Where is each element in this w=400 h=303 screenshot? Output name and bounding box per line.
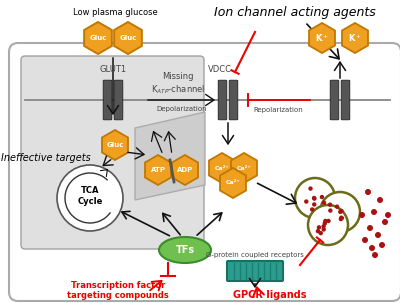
Polygon shape [231,153,257,183]
FancyBboxPatch shape [341,80,350,120]
Circle shape [316,229,320,233]
Circle shape [308,186,313,191]
Circle shape [322,221,327,226]
Circle shape [322,227,326,232]
Circle shape [362,237,368,243]
Text: Missing
K$_{ATP}$-channel: Missing K$_{ATP}$-channel [151,72,205,96]
Circle shape [312,202,316,207]
Circle shape [318,231,323,235]
Circle shape [359,212,365,218]
FancyBboxPatch shape [114,80,123,120]
Circle shape [335,205,339,209]
Circle shape [371,209,377,215]
Text: Low plasma glucose: Low plasma glucose [73,8,157,17]
Text: ADP: ADP [177,167,193,173]
Circle shape [57,165,123,231]
Polygon shape [145,155,171,185]
Polygon shape [342,23,368,53]
Text: Gluc: Gluc [119,35,137,41]
Circle shape [385,212,391,218]
Text: TFs: TFs [176,245,194,255]
Circle shape [339,215,344,220]
Circle shape [328,208,332,213]
Text: Ca²⁺: Ca²⁺ [226,181,240,185]
Circle shape [375,232,381,238]
Text: Ca²⁺: Ca²⁺ [237,165,251,171]
FancyBboxPatch shape [227,261,283,281]
Polygon shape [209,153,235,183]
Circle shape [382,219,388,225]
Polygon shape [114,22,142,54]
Circle shape [372,252,378,258]
Text: K$^+$: K$^+$ [315,32,329,44]
Circle shape [312,196,316,200]
Circle shape [320,192,360,232]
Text: GPCR ligands: GPCR ligands [233,290,307,300]
Circle shape [320,195,324,199]
Circle shape [339,209,344,213]
Circle shape [369,245,375,251]
Text: Ion channel acting agents: Ion channel acting agents [214,6,376,19]
Circle shape [312,196,316,201]
Circle shape [304,199,308,204]
Polygon shape [84,22,112,54]
Circle shape [379,242,385,248]
FancyBboxPatch shape [218,80,227,120]
Circle shape [365,189,371,195]
Text: G-protein coupled receptors: G-protein coupled receptors [206,252,304,258]
Polygon shape [220,168,246,198]
Text: Ca²⁺: Ca²⁺ [215,165,229,171]
FancyBboxPatch shape [9,43,400,301]
Text: Gluc: Gluc [89,35,107,41]
FancyBboxPatch shape [103,80,112,120]
Circle shape [367,225,373,231]
Polygon shape [102,130,128,160]
Ellipse shape [159,237,211,263]
Circle shape [338,210,342,214]
FancyBboxPatch shape [330,80,339,120]
FancyBboxPatch shape [21,56,204,249]
FancyBboxPatch shape [229,80,238,120]
Text: K$^+$: K$^+$ [348,32,362,44]
Text: ATP: ATP [150,167,166,173]
Circle shape [328,202,332,207]
Text: Depolarization: Depolarization [157,106,207,112]
Circle shape [317,225,321,230]
Text: Ineffective targets: Ineffective targets [1,153,91,163]
Circle shape [340,216,344,220]
Circle shape [308,205,348,245]
Text: TCA
Cycle: TCA Cycle [77,186,103,206]
Text: Transcription factor
targeting compounds: Transcription factor targeting compounds [67,281,169,300]
Circle shape [377,197,383,203]
Text: VDCC: VDCC [208,65,232,75]
Polygon shape [135,112,205,200]
Text: GLUT1: GLUT1 [100,65,126,75]
Polygon shape [309,23,335,53]
Circle shape [322,201,326,205]
Text: Repolarization: Repolarization [253,107,303,113]
Circle shape [322,224,326,228]
Circle shape [326,219,331,223]
Circle shape [323,219,328,223]
Text: Gluc: Gluc [106,142,124,148]
Polygon shape [172,155,198,185]
Circle shape [295,178,335,218]
Circle shape [339,217,343,221]
Circle shape [310,207,314,212]
